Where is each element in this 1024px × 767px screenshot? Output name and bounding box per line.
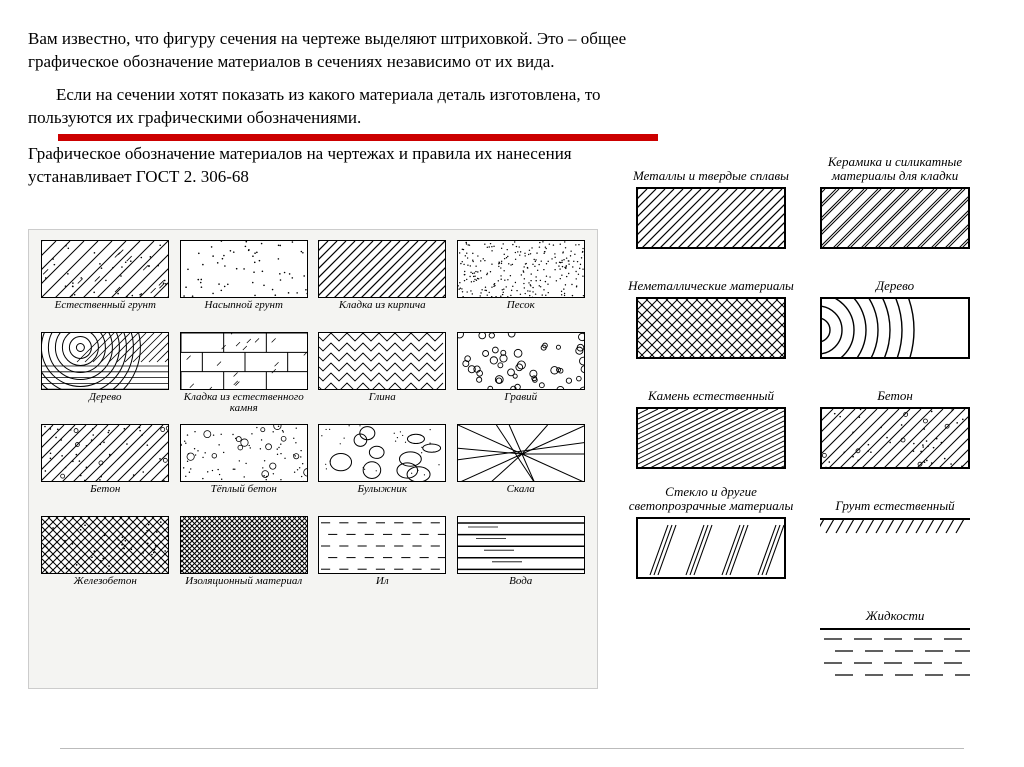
left-swatch-7: Гравий xyxy=(455,332,588,418)
pattern-water xyxy=(457,516,585,574)
pattern-rock xyxy=(457,424,585,482)
left-swatch-14: Ил xyxy=(316,516,449,602)
swatch-label: Скала xyxy=(507,484,535,510)
pattern-hatch45-double xyxy=(820,187,970,249)
swatch-label: Изоляционный материал xyxy=(185,576,302,602)
left-swatch-11: Скала xyxy=(455,424,588,510)
right-swatch-4: Камень естественный xyxy=(628,369,794,469)
right-swatch-3: Дерево xyxy=(812,259,978,359)
swatch-label: Бетон xyxy=(877,369,913,403)
paragraph-2: Если на сечении хотят показать из какого… xyxy=(28,84,648,130)
left-swatch-2: Кладка из кирпича xyxy=(316,240,449,326)
pattern-crosshatch xyxy=(636,297,786,359)
left-swatch-0: Естественный грунт xyxy=(39,240,172,326)
pattern-concrete xyxy=(41,424,169,482)
pattern-hatch45 xyxy=(318,240,446,298)
right-swatch-9: Жидкости xyxy=(812,589,978,689)
swatch-label: Вода xyxy=(509,576,532,602)
pattern-soil xyxy=(41,240,169,298)
right-swatch-6: Стекло и другие светопрозрачные материал… xyxy=(628,479,794,579)
pattern-ground-top xyxy=(820,517,970,579)
right-swatch-2: Неметаллические материалы xyxy=(628,259,794,359)
pattern-wood xyxy=(41,332,169,390)
swatch-label: Железобетон xyxy=(74,576,137,602)
content-row: Естественный грунт Насыпной грунт Кладка и… xyxy=(28,229,1004,689)
pattern-glass xyxy=(636,517,786,579)
swatch-label: Жидкости xyxy=(866,589,925,623)
swatch-label: Естественный грунт xyxy=(55,300,156,326)
swatch-label: Бетон xyxy=(90,484,120,510)
swatch-label: Камень естественный xyxy=(648,369,774,403)
left-swatch-1: Насыпной грунт xyxy=(178,240,311,326)
pattern-crosshatch-dense xyxy=(180,516,308,574)
swatch-label: Стекло и другие светопрозрачные материал… xyxy=(628,479,794,513)
left-swatch-12: Железобетон xyxy=(39,516,172,602)
pattern-dashes xyxy=(318,516,446,574)
pattern-wood-arcs xyxy=(820,297,970,359)
swatch-label: Гравий xyxy=(504,392,537,418)
pattern-circles xyxy=(457,332,585,390)
pattern-hatch45 xyxy=(636,187,786,249)
right-swatch-1: Керамика и силикатные материалы для клад… xyxy=(812,149,978,249)
pattern-cobble xyxy=(318,424,446,482)
right-swatch-0: Металлы и твердые сплавы xyxy=(628,149,794,249)
left-swatch-5: Кладка из естественного камня xyxy=(178,332,311,418)
pattern-rc xyxy=(41,516,169,574)
left-swatch-13: Изоляционный материал xyxy=(178,516,311,602)
pattern-dots-sparse xyxy=(180,240,308,298)
left-swatch-6: Глина xyxy=(316,332,449,418)
swatch-label: Булыжник xyxy=(357,484,407,510)
left-swatch-9: Тёплый бетон xyxy=(178,424,311,510)
red-underline xyxy=(58,134,658,141)
swatch-label: Грунт естественный xyxy=(835,479,954,513)
pattern-dots-dense xyxy=(457,240,585,298)
paragraph-1: Вам известно, что фигуру сечения на черт… xyxy=(28,28,648,74)
swatch-label: Кладка из кирпича xyxy=(339,300,426,326)
swatch-label: Неметаллические материалы xyxy=(628,259,794,293)
right-materials-table: Металлы и твердые сплавы Керамика и силик… xyxy=(628,149,978,689)
right-swatch-5: Бетон xyxy=(812,369,978,469)
pattern-stone-blocks xyxy=(180,332,308,390)
swatch-label: Кладка из естественного камня xyxy=(178,392,311,418)
swatch-label: Ил xyxy=(376,576,389,602)
swatch-label: Керамика и силикатные материалы для клад… xyxy=(812,149,978,183)
left-swatch-3: Песок xyxy=(455,240,588,326)
left-materials-table: Естественный грунт Насыпной грунт Кладка и… xyxy=(28,229,598,689)
swatch-label: Тёплый бетон xyxy=(211,484,277,510)
left-swatch-15: Вода xyxy=(455,516,588,602)
paragraph-3: Графическое обозначение материалов на че… xyxy=(28,143,648,189)
bottom-divider xyxy=(60,748,964,749)
pattern-liquid xyxy=(820,627,970,689)
pattern-concrete xyxy=(820,407,970,469)
pattern-zigzag xyxy=(318,332,446,390)
swatch-label: Дерево xyxy=(876,259,914,293)
pattern-warm-concrete xyxy=(180,424,308,482)
right-swatch-7: Грунт естественный xyxy=(812,479,978,579)
swatch-label: Насыпной грунт xyxy=(205,300,283,326)
swatch-label: Металлы и твердые сплавы xyxy=(633,149,789,183)
swatch-label: Глина xyxy=(369,392,396,418)
left-swatch-8: Бетон xyxy=(39,424,172,510)
pattern-hatch-shallow xyxy=(636,407,786,469)
left-swatch-10: Булыжник xyxy=(316,424,449,510)
swatch-label: Песок xyxy=(507,300,535,326)
swatch-label: Дерево xyxy=(89,392,121,418)
left-swatch-4: Дерево xyxy=(39,332,172,418)
